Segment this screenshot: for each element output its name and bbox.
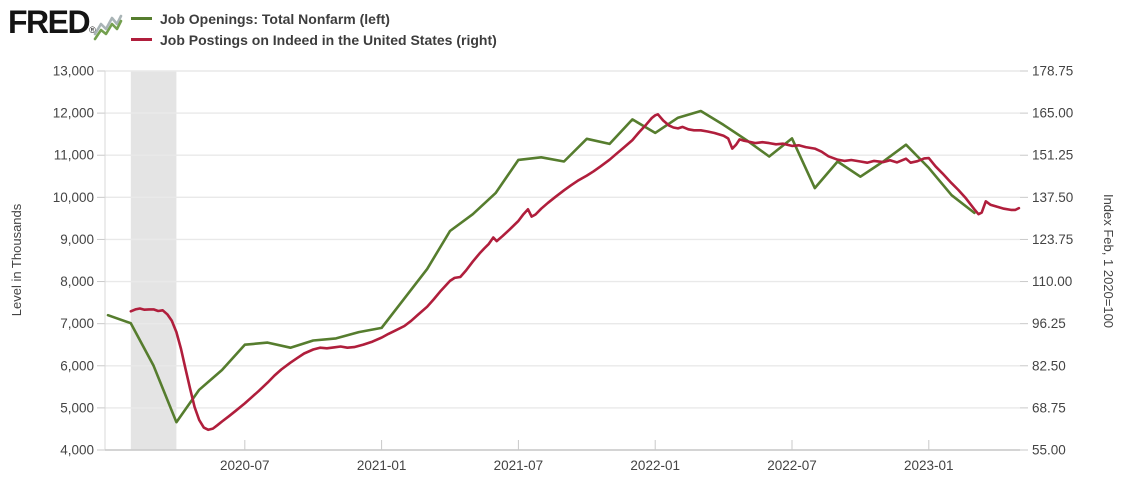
series-line-indeed-postings[interactable] <box>129 113 1021 432</box>
x-axis-tick-label: 2021-01 <box>357 458 407 473</box>
legend-item-indeed-postings: Job Postings on Indeed in the United Sta… <box>131 29 497 50</box>
legend-label-indeed-postings: Job Postings on Indeed in the United Sta… <box>160 31 497 48</box>
fred-logo-text: FRED <box>8 4 91 40</box>
right-axis-tick-label: 110.00 <box>1032 274 1072 289</box>
right-axis-tick-label: 55.00 <box>1032 443 1066 458</box>
right-axis-tick-label: 178.75 <box>1032 64 1073 79</box>
left-axis-tick-label: 4,000 <box>60 443 94 458</box>
legend-label-job-openings: Job Openings: Total Nonfarm (left) <box>160 10 390 27</box>
x-axis-tick-label: 2023-01 <box>904 458 954 473</box>
left-axis-tick-label: 13,000 <box>53 64 94 79</box>
x-axis-tick-label: 2021-07 <box>494 458 544 473</box>
left-axis-tick-label: 6,000 <box>60 358 94 373</box>
legend-item-job-openings: Job Openings: Total Nonfarm (left) <box>131 8 497 29</box>
left-axis-tick-label: 12,000 <box>53 106 94 121</box>
left-axis-tick-label: 10,000 <box>53 190 94 205</box>
recession-band <box>130 71 177 450</box>
right-axis-tick-label: 165.00 <box>1032 106 1073 121</box>
right-axis-title: Index Feb, 1 2020=100 <box>1101 194 1116 328</box>
left-axis-tick-label: 7,000 <box>60 316 94 331</box>
series-line-job-openings[interactable] <box>106 109 976 424</box>
left-axis-tick-label: 8,000 <box>60 274 94 289</box>
right-axis-tick-label: 137.50 <box>1032 190 1073 205</box>
right-axis-tick-label: 68.75 <box>1032 400 1066 415</box>
left-axis-title: Level in Thousands <box>9 203 24 316</box>
left-axis-tick-label: 11,000 <box>54 148 94 163</box>
x-axis-tick-label: 2020-07 <box>220 458 270 473</box>
legend: Job Openings: Total Nonfarm (left) Job P… <box>131 8 497 50</box>
x-axis-tick-label: 2022-01 <box>630 458 680 473</box>
right-axis-tick-label: 96.25 <box>1032 316 1066 331</box>
sparkline-icon <box>93 14 123 41</box>
left-axis-tick-label: 9,000 <box>60 232 94 247</box>
left-axis-tick-label: 5,000 <box>60 400 94 415</box>
right-axis-tick-label: 151.25 <box>1032 148 1073 163</box>
legend-swatch-red <box>131 38 152 41</box>
right-axis-tick-label: 123.75 <box>1032 232 1073 247</box>
legend-swatch-green <box>131 17 152 20</box>
right-axis-tick-label: 82.50 <box>1032 358 1066 373</box>
x-axis-tick-label: 2022-07 <box>767 458 817 473</box>
registered-mark-icon: ® <box>89 25 96 35</box>
fred-logo[interactable]: FRED® <box>8 4 96 48</box>
